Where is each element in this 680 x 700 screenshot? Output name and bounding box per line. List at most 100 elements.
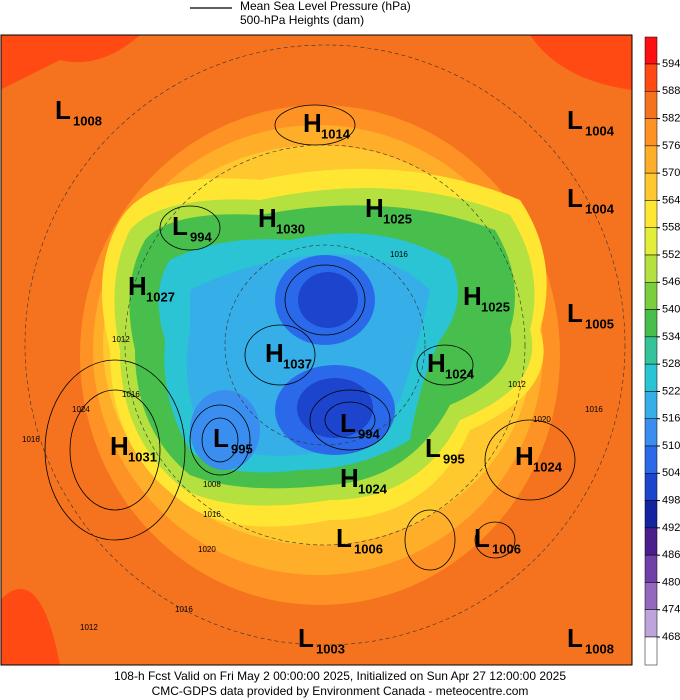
colorbar-swatch (644, 227, 658, 256)
colorbar-swatch (644, 609, 658, 638)
pressure-center-letter: H (427, 348, 446, 378)
pressure-center-value: 1004 (585, 123, 615, 138)
pressure-center-value: 1024 (358, 481, 388, 496)
pressure-center-letter: H (258, 203, 277, 233)
colorbar-label: 576 (662, 140, 680, 152)
colorbar-label: 468 (662, 631, 680, 643)
colorbar-swatch (644, 282, 658, 310)
colorbar-label: 594 (662, 58, 680, 70)
pressure-center-value: 1025 (481, 299, 510, 314)
pressure-center-letter: L (172, 211, 188, 241)
pressure-center-value: 994 (358, 426, 380, 441)
isobar-label: 1024 (72, 405, 90, 414)
colorbar-label: 480 (662, 576, 680, 588)
colorbar-label: 564 (662, 194, 680, 206)
pressure-center-value: 1006 (354, 541, 383, 556)
pressure-center-value: 1006 (492, 541, 521, 556)
colorbar-swatch (644, 118, 658, 147)
colorbar-label: 522 (662, 385, 680, 397)
colorbar-label: 558 (662, 222, 680, 234)
colorbar-label: 570 (662, 167, 680, 179)
pressure-center-value: 1027 (146, 289, 175, 304)
isobars (44, 104, 576, 571)
pressure-center-value: 1008 (585, 641, 614, 656)
colorbar-label: 540 (662, 303, 680, 315)
pressure-center-letter: H (128, 271, 147, 301)
pressure-center-letter: L (55, 95, 71, 125)
colorbar-swatch (644, 363, 658, 392)
isobar-label: 1020 (198, 545, 216, 554)
isobar-label: 1016 (175, 605, 193, 614)
colorbar-swatch (644, 527, 658, 556)
height-band (190, 390, 260, 470)
pressure-center-value: 1030 (276, 221, 305, 236)
legend-title: Mean Sea Level Pressure (hPa) (240, 0, 411, 13)
footer-line: CMC-GDPS data provided by Environment Ca… (152, 684, 529, 698)
pressure-center-value: 1024 (533, 459, 563, 474)
colorbar-swatch (644, 145, 658, 174)
colorbar-swatch (644, 63, 658, 92)
pressure-center-value: 1037 (283, 356, 312, 371)
colorbar-swatch (644, 172, 658, 201)
pressure-center-value: 1024 (445, 366, 475, 381)
map (1, 35, 632, 665)
isobar-label: 1012 (508, 380, 526, 389)
pressure-center-letter: H (303, 108, 322, 138)
pressure-center-value: 1031 (128, 449, 157, 464)
colorbar-swatch (644, 254, 658, 283)
isobar-label: 1016 (22, 435, 40, 444)
pressure-center-letter: L (474, 523, 490, 553)
pressure-center-letter: L (213, 423, 229, 453)
legend-subtitle: 500-hPa Heights (dam) (240, 13, 364, 27)
footer-line: 108-h Fcst Valid on Fri May 2 00:00:00 2… (114, 669, 566, 683)
height-band (298, 272, 358, 328)
warm-region (1, 35, 140, 90)
colorbar-swatch (644, 473, 658, 501)
pressure-center-value: 1008 (73, 113, 102, 128)
pressure-center-value: 1003 (316, 641, 345, 656)
isobar-label: 1016 (390, 250, 408, 259)
colorbar-swatch (644, 582, 658, 610)
pressure-center-letter: L (336, 523, 352, 553)
colorbar-swatch (644, 636, 658, 666)
colorbar-label: 486 (662, 549, 680, 561)
pressure-center-letter: H (340, 463, 359, 493)
colorbar-label: 588 (662, 85, 680, 97)
pressure-center-letter: H (463, 281, 482, 311)
pressure-center-letter: L (298, 623, 314, 653)
pressure-center-value: 1005 (585, 316, 614, 331)
isobar-label: 1012 (112, 335, 130, 344)
pressure-center-letter: H (515, 441, 534, 471)
colorbar-swatch (644, 500, 658, 529)
pressure-center-value: 1014 (321, 126, 351, 141)
isobar-label: 1008 (203, 480, 221, 489)
pressure-center-value: 1004 (585, 201, 615, 216)
pressure-center-value: 995 (443, 451, 465, 466)
map-frame (0, 34, 633, 666)
pressure-center-letter: H (265, 338, 284, 368)
colorbar-label: 528 (662, 358, 680, 370)
height-band (297, 378, 373, 438)
isobar-label: 1016 (203, 510, 221, 519)
latitude-circles (24, 44, 626, 646)
colorbar-swatch (644, 200, 658, 228)
colorbar-swatch (644, 309, 658, 338)
pressure-center-letter: L (567, 623, 583, 653)
pressure-center-letter: H (110, 431, 129, 461)
colorbar-swatch (644, 445, 658, 474)
pressure-center-value: 1025 (383, 211, 412, 226)
pressure-center-value: 994 (190, 229, 212, 244)
colorbar-label: 546 (662, 276, 680, 288)
colorbar-swatch (644, 36, 658, 65)
colorbar-label: 504 (662, 467, 680, 479)
colorbar-swatch (644, 336, 658, 365)
isobar-label: 1016 (585, 405, 603, 414)
pressure-center-letter: L (567, 298, 583, 328)
colorbar-label: 516 (662, 413, 680, 425)
pressure-center-letter: L (425, 433, 441, 463)
colorbar-swatch (644, 418, 658, 447)
isobar-label: 1020 (533, 415, 551, 424)
colorbar-label: 474 (662, 604, 680, 616)
warm-region (530, 35, 632, 90)
